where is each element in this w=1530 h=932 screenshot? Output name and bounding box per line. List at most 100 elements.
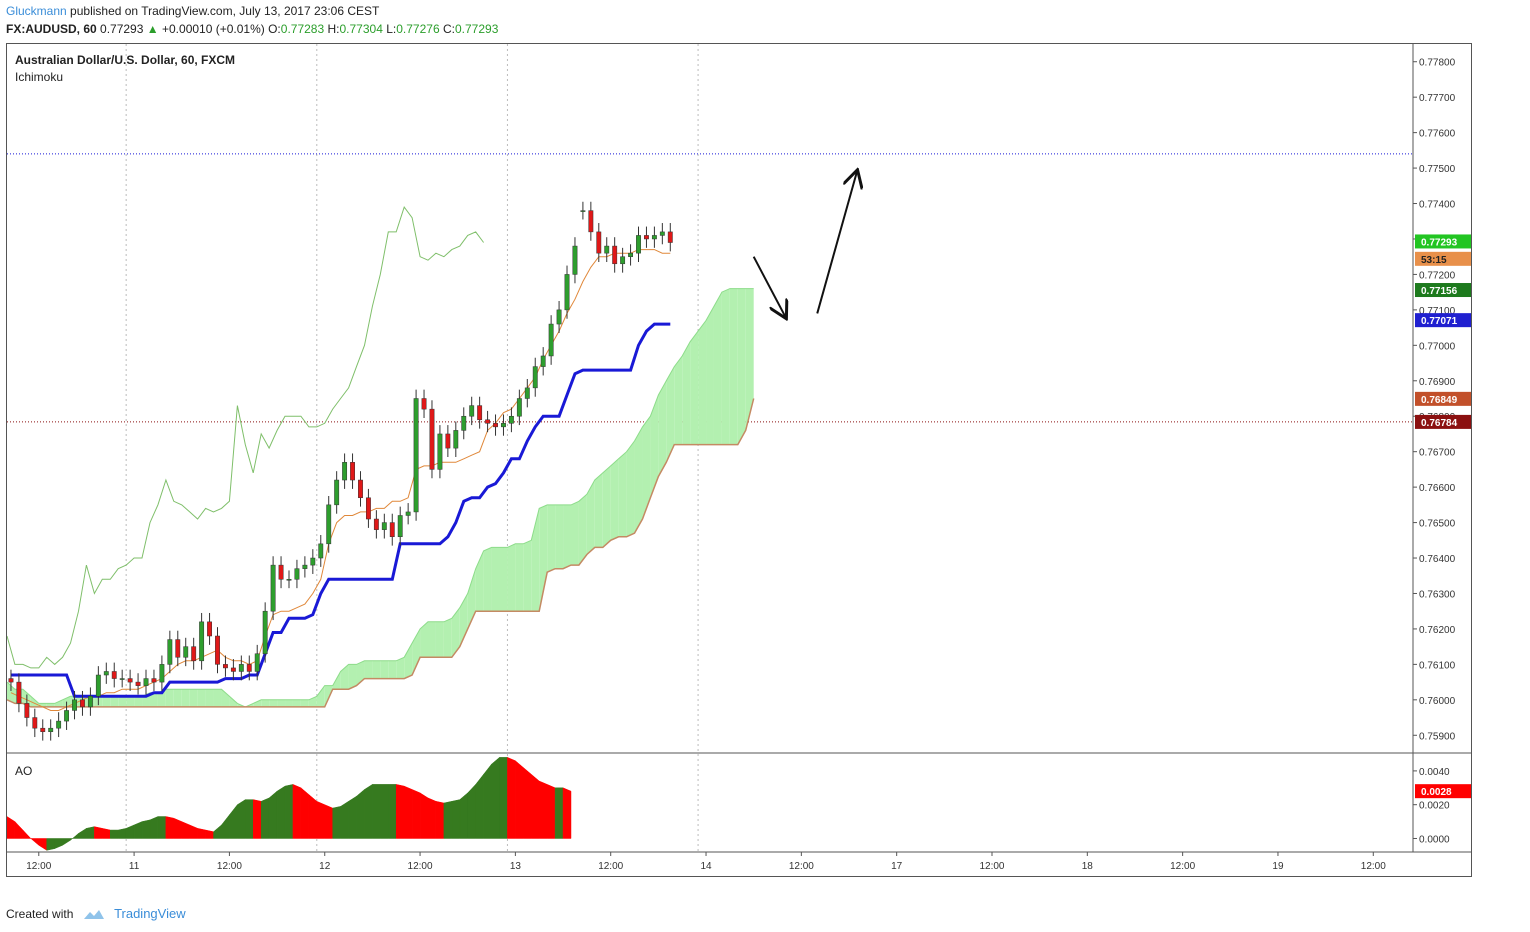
tradingview-logo-icon	[83, 910, 104, 920]
cloud-segment	[515, 543, 524, 612]
candle-up	[628, 252, 633, 257]
low-value: 0.77276	[396, 22, 440, 36]
cloud-segment	[372, 660, 381, 679]
ao-bar	[141, 819, 151, 839]
cloud-segment	[396, 657, 405, 679]
ao-histogram	[6, 756, 572, 851]
ao-bar	[110, 829, 119, 839]
time-tick-label: 12:00	[1170, 861, 1195, 872]
candles	[8, 201, 673, 741]
published-text: published on TradingView.com, July 13, 2…	[70, 4, 380, 18]
change-up-icon: ▲	[146, 22, 159, 36]
candle-down	[32, 717, 38, 729]
cloud-segment	[578, 494, 587, 566]
ao-bar	[70, 832, 79, 841]
high-value: 0.77304	[339, 22, 383, 36]
open-label: O:	[268, 22, 281, 36]
candle-up	[64, 710, 70, 722]
price-tick-label: 0.75900	[1419, 731, 1456, 742]
candle-up	[326, 504, 332, 545]
cloud-segment	[134, 696, 143, 707]
ao-bar	[213, 824, 222, 839]
chart-title: Australian Dollar/U.S. Dollar, 60, FXCM	[15, 53, 235, 67]
ao-bar	[229, 803, 238, 839]
axes: 0.778000.777000.776000.775000.774000.773…	[7, 44, 1471, 872]
time-tick-label: 11	[129, 861, 140, 872]
time-tick-label: 19	[1272, 861, 1284, 872]
ao-bar	[483, 763, 492, 839]
candle-up	[143, 678, 149, 686]
cloud-segment	[110, 696, 119, 707]
candle-down	[80, 699, 85, 708]
price-label-bg	[1415, 391, 1471, 406]
ao-bar	[292, 784, 302, 839]
cloud-segment	[229, 696, 238, 707]
candle-down	[588, 210, 594, 233]
ao-bar	[332, 806, 341, 839]
ao-bar	[268, 790, 278, 839]
ao-bar	[252, 799, 262, 839]
cloud-segment	[698, 320, 707, 445]
candle-up	[572, 245, 578, 275]
candle-up	[87, 696, 93, 708]
ao-bar	[181, 821, 190, 839]
ao-bar	[340, 800, 349, 839]
cloud-segment	[658, 380, 667, 477]
candle-down	[389, 522, 395, 538]
cloud-segment	[618, 451, 627, 537]
price-tick-label: 0.76000	[1419, 696, 1456, 707]
price-tick-label: 0.77200	[1419, 270, 1456, 281]
candle-up	[310, 557, 316, 566]
candle-up	[334, 479, 340, 506]
time-tick-label: 12:00	[26, 861, 51, 872]
candle-up	[508, 415, 514, 424]
author-name[interactable]: Gluckmann	[6, 4, 67, 18]
chart-canvas[interactable]: 0.778000.777000.776000.775000.774000.773…	[6, 44, 1471, 876]
symbol-label: FX:AUDUSD, 60	[6, 22, 97, 36]
cloud-segment	[475, 550, 484, 612]
cloud-segment	[555, 504, 564, 569]
ao-bar	[507, 757, 516, 839]
ao-bar	[491, 756, 500, 839]
cloud-segment	[269, 699, 278, 707]
cloud-segment	[713, 292, 722, 445]
ao-bar	[411, 789, 421, 839]
candle-down	[596, 231, 602, 254]
cloud-segment	[602, 465, 611, 548]
ao-bar	[523, 766, 532, 839]
tradingview-link[interactable]: TradingView	[114, 906, 186, 921]
price-label: 0.77293	[1421, 237, 1458, 248]
candle-up	[318, 543, 324, 559]
candle-down	[151, 678, 157, 683]
price-label-bg	[1415, 251, 1471, 266]
cloud-segment	[650, 394, 659, 498]
chart-frame[interactable]: 0.778000.777000.776000.775000.774000.773…	[6, 43, 1472, 877]
high-label: H:	[327, 22, 340, 36]
price-tick-label: 0.77000	[1419, 341, 1456, 352]
ao-bar	[348, 795, 357, 839]
candle-down	[207, 621, 212, 637]
ao-bar	[308, 794, 318, 839]
candle-up	[413, 398, 419, 513]
candle-up	[95, 674, 101, 697]
ao-bar	[380, 784, 389, 839]
cloud-segment	[459, 593, 468, 647]
candle-up	[48, 727, 54, 732]
ao-bar	[237, 799, 246, 839]
time-tick-label: 18	[1082, 861, 1094, 872]
candle-up	[532, 366, 538, 389]
cloud-segment	[443, 618, 452, 658]
candle-up	[119, 678, 125, 680]
price-tick-label: 0.76100	[1419, 660, 1456, 671]
ichimoku-cloud	[7, 288, 754, 707]
ao-bar	[435, 801, 445, 839]
ao-bar	[443, 801, 453, 839]
candle-down	[223, 664, 228, 669]
created-with-text: Created with	[6, 907, 74, 921]
candle-down	[230, 667, 236, 672]
cloud-segment	[205, 689, 214, 707]
ao-bar	[554, 787, 564, 839]
time-tick-label: 14	[700, 861, 712, 872]
candle-up	[159, 664, 165, 683]
close-value: 0.77293	[454, 22, 499, 36]
